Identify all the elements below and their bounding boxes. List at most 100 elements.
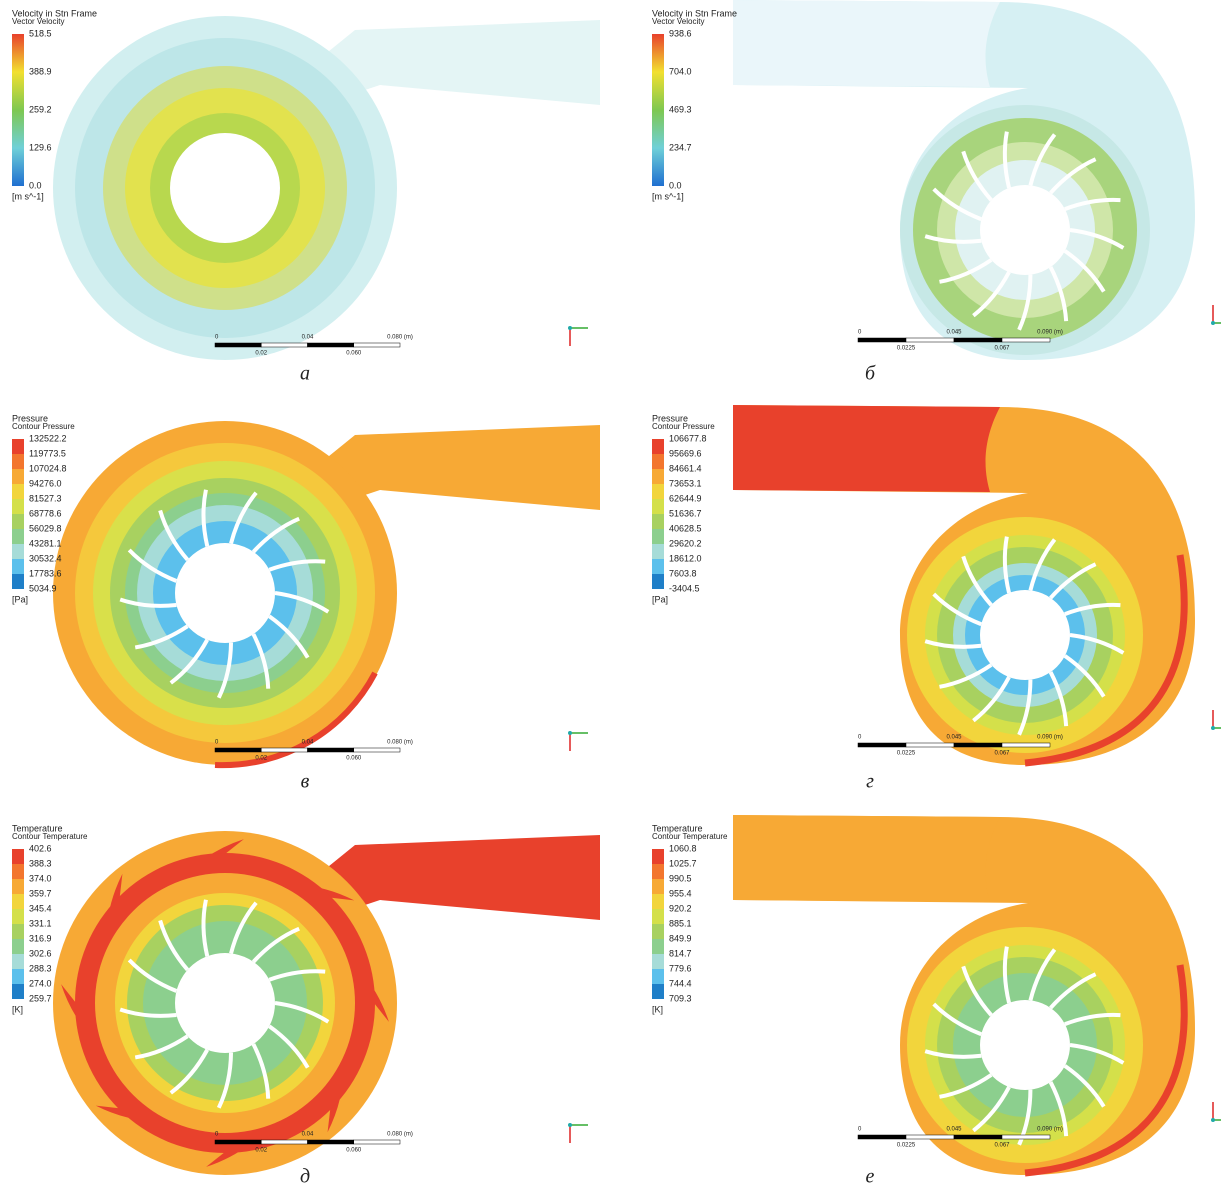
colorbar-band (12, 894, 24, 909)
triad-origin (1211, 321, 1215, 325)
colorbar-band (652, 864, 664, 879)
blade (1002, 131, 1011, 189)
blade (251, 516, 300, 554)
colorbar-band (652, 484, 664, 499)
colorbar-band (652, 984, 664, 999)
legend-tick-label: 779.6 (669, 963, 692, 973)
scale-label: 0.060 (346, 1148, 362, 1154)
outlet-duct (733, 0, 1000, 87)
blade (1017, 679, 1033, 736)
scale-label: 0.080 (m) (387, 740, 413, 746)
legend-tick-label: 469.3 (669, 104, 692, 114)
colorbar-band (12, 454, 24, 469)
blade (251, 633, 271, 689)
scale-label: 0.045 (946, 330, 962, 336)
scale-bar-segment (214, 1139, 262, 1145)
legend-tick-label: 18612.0 (669, 553, 702, 563)
blade (1063, 654, 1106, 698)
legend-tick-label: 43281.1 (29, 538, 62, 548)
colorbar-band (652, 969, 664, 984)
legend-tick-label: 17783.6 (29, 568, 62, 578)
scale-bar-segment (905, 742, 955, 748)
blade (1069, 633, 1125, 655)
colorbar-band (12, 499, 24, 514)
scale-label: 0.060 (346, 351, 362, 357)
blade (961, 555, 993, 607)
blade (961, 965, 993, 1017)
legend-tick-label: 0.0 (29, 180, 42, 190)
blade (1069, 228, 1125, 250)
scale-label: 0.04 (302, 1132, 314, 1138)
blade (1064, 1012, 1121, 1026)
blade (268, 559, 326, 572)
colorbar-band (652, 514, 664, 529)
scale-bar-segment (214, 747, 262, 753)
scale-label: 0.045 (946, 735, 962, 741)
colorbar-band (12, 864, 24, 879)
legend-tick-label: 938.6 (669, 28, 692, 38)
colorbar-band (652, 939, 664, 954)
blade (1048, 671, 1069, 727)
scale-bar-segment (353, 342, 401, 348)
colorbar-band (652, 574, 664, 589)
legend-tick-label: 106677.8 (669, 433, 707, 443)
scale-label: 0 (858, 1127, 862, 1133)
contour-ring (175, 543, 275, 643)
legend-unit: [m s^-1] (652, 191, 684, 201)
legend-tick-label: 316.9 (29, 933, 52, 943)
scale-label: 0.04 (302, 335, 314, 341)
scale-label: 0.0225 (897, 1143, 916, 1149)
scale-bar-segment (953, 742, 1003, 748)
panel-label: д (300, 1166, 310, 1188)
legend-title: Velocity in Stn Frame (12, 8, 97, 18)
colorbar-band (12, 574, 24, 589)
scale-bar-segment (214, 342, 262, 348)
scale-bar-segment (261, 1139, 308, 1145)
legend-tick-label: 259.2 (29, 104, 52, 114)
blade (251, 1043, 271, 1099)
colorbar-band (12, 954, 24, 969)
blade (201, 899, 210, 957)
legend-tick-label: 1060.8 (669, 843, 697, 853)
scale-bar-segment (261, 747, 308, 753)
legend-tick-label: 95669.6 (669, 448, 702, 458)
scale-label: 0.045 (946, 1127, 962, 1133)
scale-label: 0 (858, 330, 862, 336)
colorbar-band (12, 514, 24, 529)
legend-tick-label: 990.5 (669, 873, 692, 883)
colorbar-band (12, 849, 24, 864)
blade (229, 901, 258, 954)
scale-bar-segment (1001, 337, 1051, 343)
legend-tick-label: 81527.3 (29, 493, 62, 503)
legend-tick-label: -3404.5 (669, 583, 700, 593)
legend-title: Temperature (652, 823, 703, 833)
colorbar-band (652, 454, 664, 469)
legend-tick-label: 234.7 (669, 142, 692, 152)
blade (924, 1049, 982, 1059)
scale-bar-segment (307, 342, 354, 348)
scale-label: 0.0225 (897, 346, 916, 352)
colorbar-band (652, 894, 664, 909)
triad-origin (1211, 1118, 1215, 1122)
colorbar-band (652, 439, 664, 454)
panel-label: г (866, 771, 874, 793)
legend-subtitle: Contour Pressure (652, 422, 715, 431)
scale-label: 0.060 (346, 756, 362, 762)
blade (1063, 249, 1106, 293)
edge-zone (1024, 964, 1188, 1177)
blade (1002, 536, 1011, 594)
blade (274, 1001, 330, 1024)
colorbar-band (12, 984, 24, 999)
legend-tick-label: 68778.6 (29, 508, 62, 518)
legend-tick-label: 920.2 (669, 903, 692, 913)
blade (939, 663, 993, 689)
blade (134, 1034, 189, 1060)
blade (274, 591, 330, 614)
legend-tick-label: 1025.7 (669, 858, 697, 868)
legend-tick-label: 288.3 (29, 963, 52, 973)
legend-tick-label: 345.4 (29, 903, 52, 913)
scale-label: 0 (215, 1132, 219, 1138)
scale-bar-segment (307, 747, 354, 753)
